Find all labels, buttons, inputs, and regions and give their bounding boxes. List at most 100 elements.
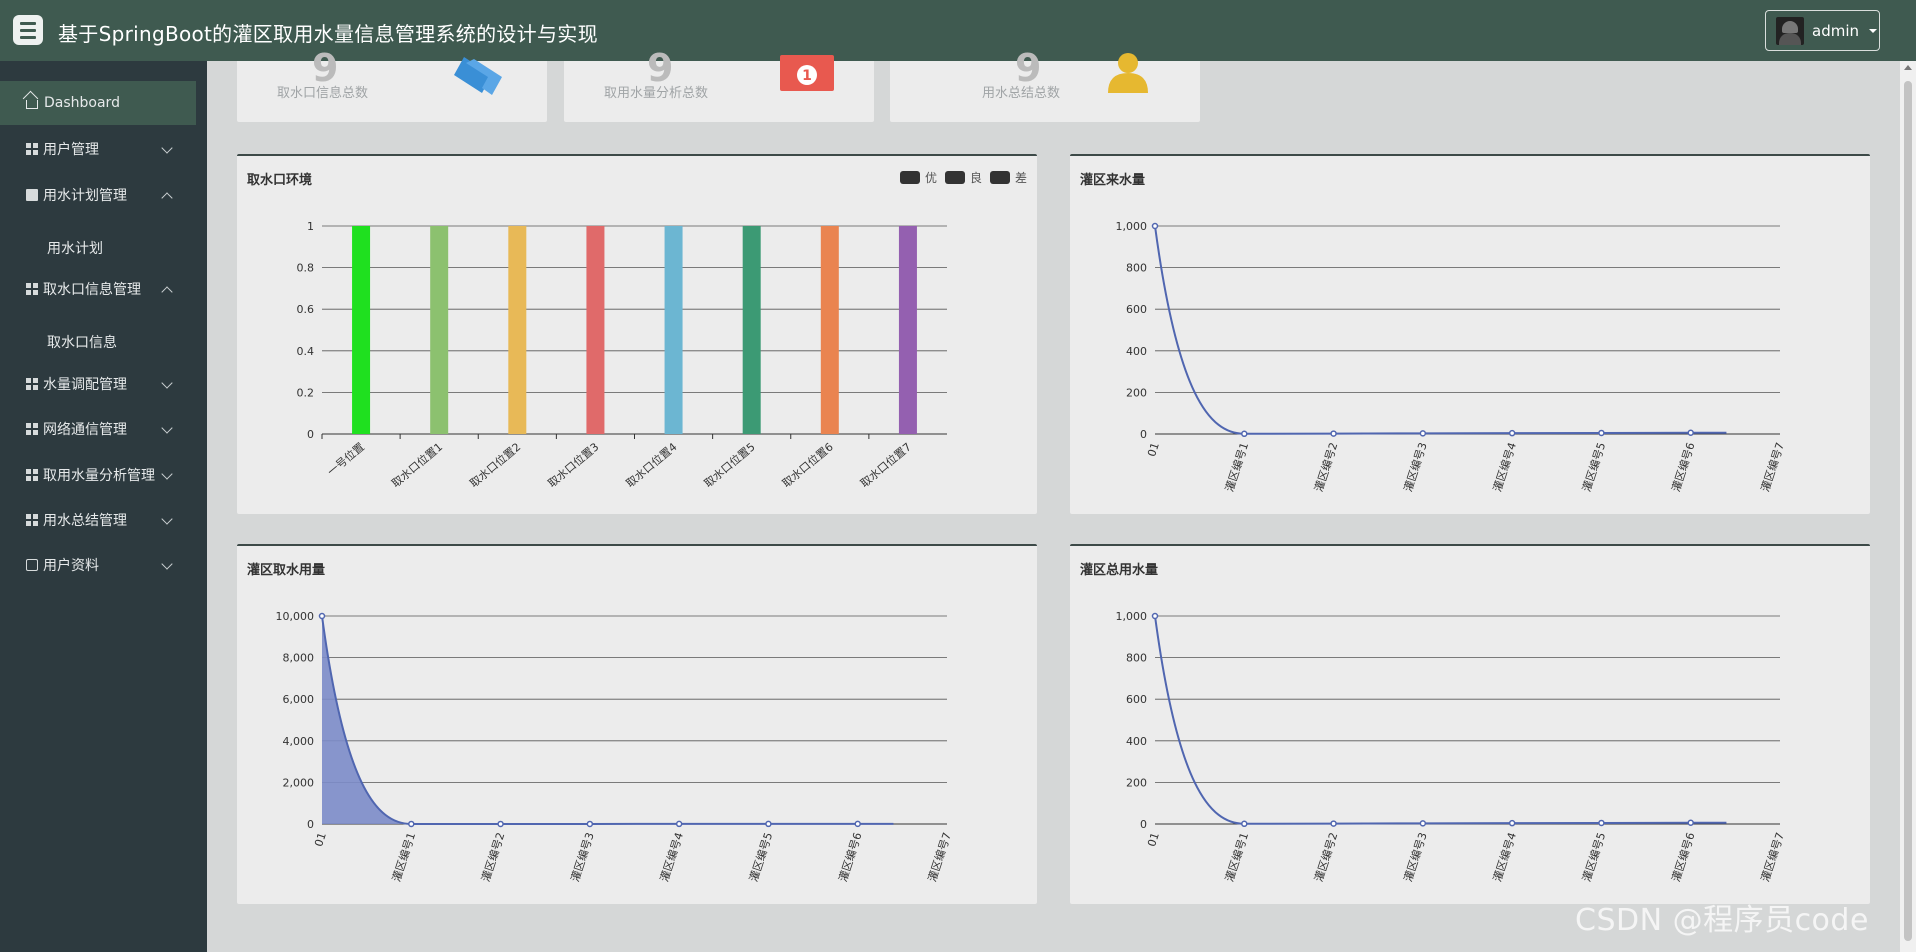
data-point xyxy=(1151,222,1159,230)
stat-card-summary-total: 9 用水总结总数 xyxy=(890,46,1200,122)
y-tick-label: 0.6 xyxy=(297,303,315,316)
x-tick-label: 取水口位置2 xyxy=(467,440,523,491)
data-point xyxy=(1330,430,1337,437)
sidebar-item-water-usage-analysis[interactable]: 取用水量分析管理 xyxy=(0,453,207,497)
y-tick-label: 0.4 xyxy=(297,345,315,358)
y-tick-label: 800 xyxy=(1126,262,1147,275)
tag-icon xyxy=(454,57,502,95)
grid-icon xyxy=(26,514,38,526)
sidebar-item-dashboard[interactable]: Dashboard xyxy=(0,81,196,125)
area-chart: 0 2,000 4,000 6,000 8,000 10,000 01 灌区编号1 灌区编号2 灌… xyxy=(276,610,954,884)
sidebar-item-label: 网络通信管理 xyxy=(43,422,127,438)
sidebar-item-label: 用户管理 xyxy=(43,142,99,158)
sidebar-item-intake-info-management[interactable]: 取水口信息管理 xyxy=(0,267,207,311)
data-point xyxy=(586,820,594,828)
sidebar-item-user-management[interactable]: 用户管理 xyxy=(0,127,207,171)
scroll-up-icon[interactable] xyxy=(1904,65,1912,70)
chart-panel-intake-environment: 取水口环境 优 良 差 0 0.2 0.4 0.6 0.8 1 一号位置 取水口位置1 取水口位… xyxy=(237,154,1037,514)
x-tick-label: 灌区编号2 xyxy=(1311,441,1340,494)
x-tick-label: 灌区编号4 xyxy=(1490,831,1519,884)
sidebar-item-water-summary[interactable]: 用水总结管理 xyxy=(0,498,207,542)
stat-value: 9 xyxy=(312,46,339,90)
y-tick-label: 0.8 xyxy=(297,262,315,275)
x-tick-label: 灌区编号7 xyxy=(1758,441,1787,494)
series-line xyxy=(1154,225,1727,435)
chart-panel-total-usage: 灌区总用水量 0 200 400 600 800 1,000 01 灌区编号1 灌区编号2 灌区编… xyxy=(1070,544,1870,904)
x-tick-label: 灌区编号1 xyxy=(389,831,418,884)
data-point xyxy=(1598,819,1605,827)
legend-item[interactable]: 差 xyxy=(989,169,1027,186)
chevron-up-icon xyxy=(161,286,173,298)
x-tick-label: 灌区编号6 xyxy=(835,831,864,884)
page-scrollbar[interactable] xyxy=(1900,61,1916,952)
y-tick-label: 800 xyxy=(1126,652,1147,665)
data-point xyxy=(1419,430,1427,437)
chart-title: 灌区取水用量 xyxy=(247,563,326,578)
watermark: CSDN @程序员code xyxy=(1575,903,1869,938)
id-card-icon xyxy=(26,559,38,571)
y-tick-label: 1,000 xyxy=(1116,220,1148,233)
stat-label: 取用水量分析总数 xyxy=(604,86,709,101)
chart-title: 灌区总用水量 xyxy=(1080,563,1159,578)
x-tick-label: 灌区编号6 xyxy=(1668,441,1697,494)
sidebar-item-network-communication[interactable]: 网络通信管理 xyxy=(0,407,207,451)
legend-item[interactable]: 优 xyxy=(899,169,937,186)
data-point xyxy=(1241,430,1248,438)
x-tick-label: 灌区编号6 xyxy=(1668,831,1697,884)
data-point xyxy=(1687,819,1694,827)
data-point xyxy=(408,820,415,828)
bar-chart: 0 0.2 0.4 0.6 0.8 1 一号位置 取水口位置1 取水口位置2 取水口位置3 取水口位… xyxy=(297,220,947,491)
chart-legend: 优 良 差 xyxy=(899,169,1027,186)
data-point xyxy=(854,820,861,828)
sidebar-item-label: 水量调配管理 xyxy=(43,377,127,393)
x-tick-label: 01 xyxy=(312,831,329,848)
svg-text:1: 1 xyxy=(802,68,812,84)
bar xyxy=(820,226,839,434)
data-point xyxy=(1508,819,1516,827)
y-tick-label: 4,000 xyxy=(283,735,315,748)
grid-icon xyxy=(26,469,38,481)
data-point xyxy=(1419,820,1427,827)
legend-item[interactable]: 良 xyxy=(944,169,982,186)
sidebar-item-label: 取用水量分析管理 xyxy=(43,468,155,484)
x-tick-label: 灌区编号7 xyxy=(1758,831,1787,884)
bar xyxy=(898,226,917,434)
sidebar-item-label: 用水总结管理 xyxy=(43,513,127,529)
scrollbar-thumb[interactable] xyxy=(1904,81,1912,941)
x-tick-label: 灌区编号3 xyxy=(568,831,597,884)
chart-title: 灌区来水量 xyxy=(1080,173,1146,188)
sidebar-item-water-plan-management[interactable]: 用水计划管理 xyxy=(0,173,207,217)
grid-icon xyxy=(26,283,38,295)
username: admin xyxy=(1812,21,1859,40)
chevron-down-icon xyxy=(161,513,173,525)
sidebar-item-water-allocation[interactable]: 水量调配管理 xyxy=(0,362,207,406)
sidebar-subitem-intake-info[interactable]: 取水口信息 xyxy=(47,335,117,351)
caret-down-icon xyxy=(1869,28,1877,33)
stat-card-intake-total: 9 取水口信息总数 xyxy=(237,46,547,122)
y-tick-label: 2,000 xyxy=(283,776,315,789)
user-menu-button[interactable]: admin xyxy=(1765,10,1880,51)
x-tick-label: 灌区编号5 xyxy=(1579,831,1608,884)
sidebar-subitem-water-plan[interactable]: 用水计划 xyxy=(47,241,103,257)
data-point xyxy=(1241,820,1248,828)
chevron-up-icon xyxy=(161,192,173,204)
x-tick-label: 灌区编号3 xyxy=(1401,831,1430,884)
stat-label: 用水总结总数 xyxy=(982,86,1061,101)
hamburger-menu-icon[interactable] xyxy=(13,15,43,45)
stat-label: 取水口信息总数 xyxy=(277,86,369,101)
bar xyxy=(508,226,527,434)
data-point xyxy=(1508,429,1516,437)
y-tick-label: 8,000 xyxy=(283,652,315,665)
area-fill xyxy=(322,616,894,824)
series-line xyxy=(1154,615,1727,825)
x-tick-label: 取水口位置7 xyxy=(857,440,913,491)
data-point xyxy=(1687,429,1694,437)
y-tick-label: 400 xyxy=(1126,345,1147,358)
x-tick-label: 01 xyxy=(1145,441,1162,458)
app-title: 基于SpringBoot的灌区取用水量信息管理系统的设计与实现 xyxy=(58,22,598,46)
y-tick-label: 0 xyxy=(1140,428,1147,441)
stat-value: 9 xyxy=(647,46,674,90)
money-icon: 1 xyxy=(780,55,834,91)
stat-card-analysis-total: 9 取用水量分析总数 1 xyxy=(564,46,874,122)
sidebar-item-user-profile[interactable]: 用户资料 xyxy=(0,543,207,587)
